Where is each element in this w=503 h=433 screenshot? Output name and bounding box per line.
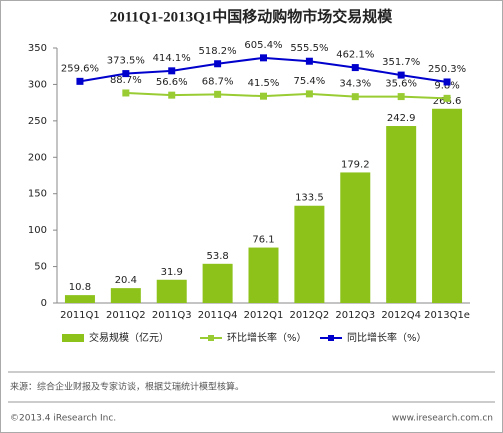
y-tick-label: 300 [28, 79, 47, 90]
y-tick-label: 250 [28, 116, 47, 127]
legend-label: 环比增长率（%） [227, 331, 307, 344]
marker [443, 78, 451, 86]
x-tick-label: 2011Q2 [106, 310, 146, 321]
marker [397, 93, 405, 101]
y-tick-label: 0 [41, 298, 47, 309]
line-label: 250.3% [428, 64, 466, 75]
marker [168, 67, 176, 75]
line-label: 414.1% [153, 53, 191, 64]
x-tick-label: 2012Q3 [335, 310, 375, 321]
line-label: 351.7% [382, 57, 420, 68]
marker [305, 57, 313, 65]
legend-swatch [62, 334, 84, 342]
bar [110, 288, 141, 303]
marker [260, 54, 267, 62]
footer-left: ©2013.4 iResearch Inc. [10, 414, 116, 424]
marker [260, 92, 267, 100]
x-tick-label: 2011Q3 [152, 310, 192, 321]
x-tick-label: 2012Q1 [244, 310, 284, 321]
line-label: 88.7% [110, 75, 142, 86]
marker [351, 93, 359, 101]
x-tick-label: 2011Q4 [198, 310, 238, 321]
bar-label: 10.8 [69, 282, 91, 293]
x-tick-label: 2012Q4 [381, 310, 421, 321]
line-label: 41.5% [248, 78, 280, 89]
y-tick-label: 350 [28, 43, 47, 54]
line-label: 373.5% [107, 56, 145, 67]
legend-swatch [328, 335, 334, 341]
bar [340, 172, 371, 303]
bar-label: 242.9 [387, 113, 416, 124]
legend-label: 同比增长率（%） [347, 331, 427, 344]
chart-title: 2011Q1-2013Q1中国移动购物市场交易规模 [110, 7, 394, 25]
bar-label: 20.4 [115, 275, 137, 286]
marker [76, 77, 84, 85]
line-label: 462.1% [336, 50, 374, 61]
marker [351, 64, 359, 72]
marker [443, 94, 451, 102]
line-label: 605.4% [244, 40, 282, 51]
bar [386, 126, 417, 303]
line-label: 35.6% [385, 79, 417, 90]
line-label: 34.3% [339, 79, 371, 90]
bar [202, 263, 233, 303]
y-tick-label: 100 [28, 225, 47, 236]
marker [214, 90, 222, 98]
x-tick-label: 2011Q1 [60, 310, 100, 321]
bar-label: 31.9 [161, 267, 183, 278]
line-label: 555.5% [290, 43, 328, 54]
bar-label: 133.5 [295, 193, 324, 204]
source: 来源：综合企业财报及专家访谈，根据艾瑞统计模型核算。 [10, 381, 244, 393]
x-tick-label: 2013Q1e [424, 310, 470, 321]
legend-swatch [208, 335, 214, 341]
bar [64, 295, 95, 303]
bar [248, 247, 279, 303]
y-tick-label: 200 [28, 152, 47, 163]
bar [432, 108, 463, 304]
line-label: 56.6% [156, 77, 188, 88]
bar-label: 76.1 [252, 235, 274, 246]
y-tick-label: 150 [28, 189, 47, 200]
bar-label: 179.2 [341, 159, 370, 170]
y-tick-label: 50 [34, 262, 47, 273]
marker [397, 71, 405, 79]
bar-label: 53.8 [206, 251, 228, 262]
line [125, 91, 448, 100]
bar [294, 205, 325, 303]
marker [214, 60, 222, 68]
line-label: 9.8% [434, 80, 459, 91]
marker [122, 70, 130, 78]
footer-right: www.iresearch.com.cn [392, 414, 493, 424]
marker [122, 89, 130, 97]
line-label: 518.2% [199, 46, 237, 57]
line-label: 259.6% [61, 63, 99, 74]
legend-label: 交易规模（亿元） [89, 331, 169, 344]
line-label: 68.7% [202, 76, 234, 87]
marker [168, 91, 176, 99]
x-tick-label: 2012Q2 [290, 310, 330, 321]
marker [305, 90, 313, 98]
line-label: 75.4% [293, 76, 325, 87]
bar [156, 279, 187, 303]
